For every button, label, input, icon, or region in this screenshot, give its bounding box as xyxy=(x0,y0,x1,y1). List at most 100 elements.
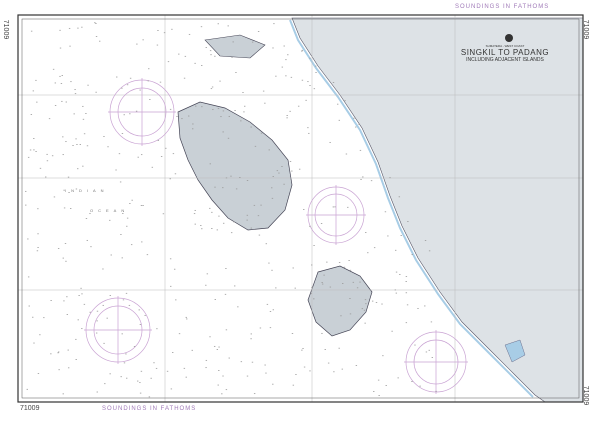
sounding-mark xyxy=(431,357,434,358)
sounding-mark xyxy=(257,31,260,32)
sounding-mark xyxy=(37,247,39,248)
sounding-mark xyxy=(338,347,340,349)
sounding-mark xyxy=(382,355,384,357)
sounding-mark xyxy=(121,333,123,335)
sounding-mark xyxy=(240,361,243,363)
sounding-mark xyxy=(239,177,241,178)
sounding-mark xyxy=(259,327,262,329)
sounding-mark xyxy=(253,204,256,206)
sounding-mark xyxy=(292,384,295,386)
sounding-mark xyxy=(27,238,29,240)
sounding-mark xyxy=(73,113,75,115)
sounding-mark xyxy=(90,246,92,248)
sounding-mark xyxy=(303,366,306,368)
sounding-mark xyxy=(287,54,289,56)
sounding-mark xyxy=(65,101,67,103)
sounding-mark xyxy=(313,245,315,246)
sounding-mark xyxy=(222,222,225,224)
sounding-mark xyxy=(142,39,144,41)
sounding-mark xyxy=(209,336,211,338)
sounding-mark xyxy=(225,329,228,331)
sounding-mark xyxy=(246,180,249,181)
sounding-mark xyxy=(309,57,311,59)
sounding-mark xyxy=(118,153,121,155)
chart-subtitle: INCLUDING ADJACENT ISLANDS xyxy=(466,57,544,63)
sounding-mark xyxy=(166,370,169,372)
sounding-mark xyxy=(315,72,317,73)
sounding-mark xyxy=(364,299,367,301)
sounding-mark xyxy=(225,177,228,179)
sounding-mark xyxy=(235,188,238,190)
sounding-mark xyxy=(266,303,269,305)
sounding-mark xyxy=(138,309,140,311)
sounding-mark xyxy=(128,304,131,306)
sounding-mark xyxy=(68,192,70,193)
sounding-mark xyxy=(209,163,212,165)
sounding-mark xyxy=(233,221,235,223)
sounding-mark xyxy=(149,99,151,100)
sounding-mark xyxy=(244,105,246,107)
sounding-mark xyxy=(352,281,355,283)
sounding-mark xyxy=(206,273,209,275)
sounding-mark xyxy=(81,26,83,28)
sounding-mark xyxy=(60,83,63,84)
sounding-mark xyxy=(332,82,335,83)
sounding-mark xyxy=(110,254,112,256)
sounding-mark xyxy=(188,33,191,35)
lake xyxy=(504,339,526,363)
sounding-mark xyxy=(305,99,307,101)
sounding-mark xyxy=(205,359,208,361)
sounding-mark xyxy=(271,187,273,189)
sounding-mark xyxy=(278,172,280,174)
nga-seal-icon xyxy=(505,34,513,42)
sounding-mark xyxy=(81,293,83,295)
sounding-mark xyxy=(37,208,39,210)
sounding-mark xyxy=(218,215,220,217)
sounding-mark xyxy=(126,225,128,227)
sounding-mark xyxy=(39,167,42,169)
compass-rose-icon xyxy=(84,296,152,364)
sounding-mark xyxy=(271,269,273,271)
sounding-mark xyxy=(212,109,214,111)
sounding-mark xyxy=(52,68,55,70)
sounding-mark xyxy=(342,283,344,284)
ocean-label-2: OCEAN xyxy=(90,208,130,213)
sounding-mark xyxy=(232,41,234,43)
sounding-mark xyxy=(349,298,351,299)
sounding-mark xyxy=(313,298,315,300)
sounding-mark xyxy=(188,115,190,117)
sounding-mark xyxy=(26,388,28,390)
sounding-mark xyxy=(360,179,362,180)
sounding-mark xyxy=(186,318,188,320)
sounding-mark xyxy=(109,295,112,296)
sounding-mark xyxy=(156,328,158,330)
sounding-mark xyxy=(36,250,39,252)
compass-rose-icon xyxy=(404,330,468,394)
sounding-mark xyxy=(133,346,136,347)
chart-number-bottom-right: 71009 xyxy=(582,385,590,406)
sounding-mark xyxy=(167,61,170,63)
sounding-mark xyxy=(157,30,159,31)
chart-frame xyxy=(17,14,584,403)
sounding-mark xyxy=(201,106,203,108)
sounding-mark xyxy=(82,105,84,107)
sounding-mark xyxy=(424,305,426,307)
sounding-mark xyxy=(67,176,70,178)
sounding-mark xyxy=(63,207,66,209)
sounding-mark xyxy=(246,214,249,216)
sounding-mark xyxy=(294,287,296,289)
sounding-mark xyxy=(327,362,330,364)
sounding-mark xyxy=(62,393,64,395)
sounding-mark xyxy=(45,176,47,178)
sounding-mark xyxy=(361,308,364,310)
sounding-mark xyxy=(162,213,165,215)
sounding-mark xyxy=(347,206,349,208)
sounding-mark xyxy=(400,235,402,236)
sounding-mark xyxy=(217,108,220,110)
sounding-mark xyxy=(191,128,194,130)
sounding-mark xyxy=(75,188,78,190)
sounding-mark xyxy=(83,133,86,135)
sounding-mark xyxy=(397,377,399,379)
sounding-mark xyxy=(102,304,104,306)
sounding-mark xyxy=(131,199,133,201)
